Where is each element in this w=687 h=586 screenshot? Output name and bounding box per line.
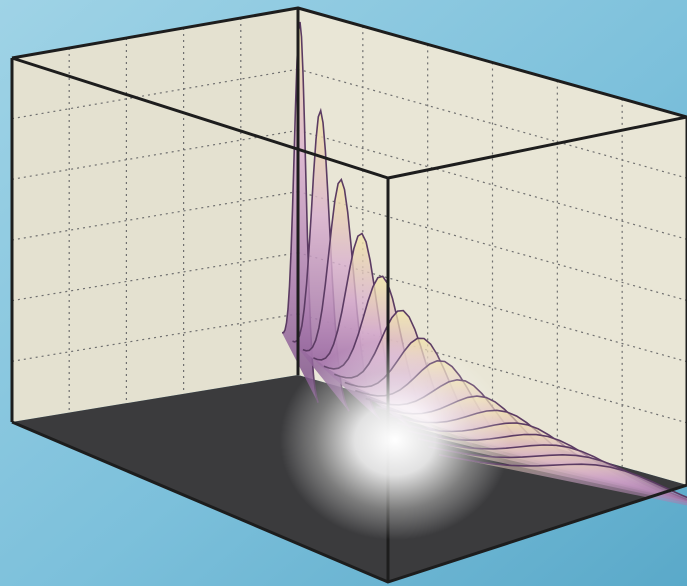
back-wall-grid-line — [297, 129, 687, 240]
left-wall-grid-line — [11, 190, 299, 241]
box-frame — [10, 6, 687, 584]
bottom-edge — [11, 420, 687, 584]
left-wall-grid-line — [11, 129, 299, 180]
left-wall-grid-line — [11, 68, 299, 120]
left-wall-grid-line — [11, 313, 299, 362]
left-wall-grid-line — [11, 252, 299, 302]
left-wall-panel — [12, 8, 298, 422]
back-wall-grid-line — [297, 190, 687, 302]
light-glare — [280, 340, 510, 540]
